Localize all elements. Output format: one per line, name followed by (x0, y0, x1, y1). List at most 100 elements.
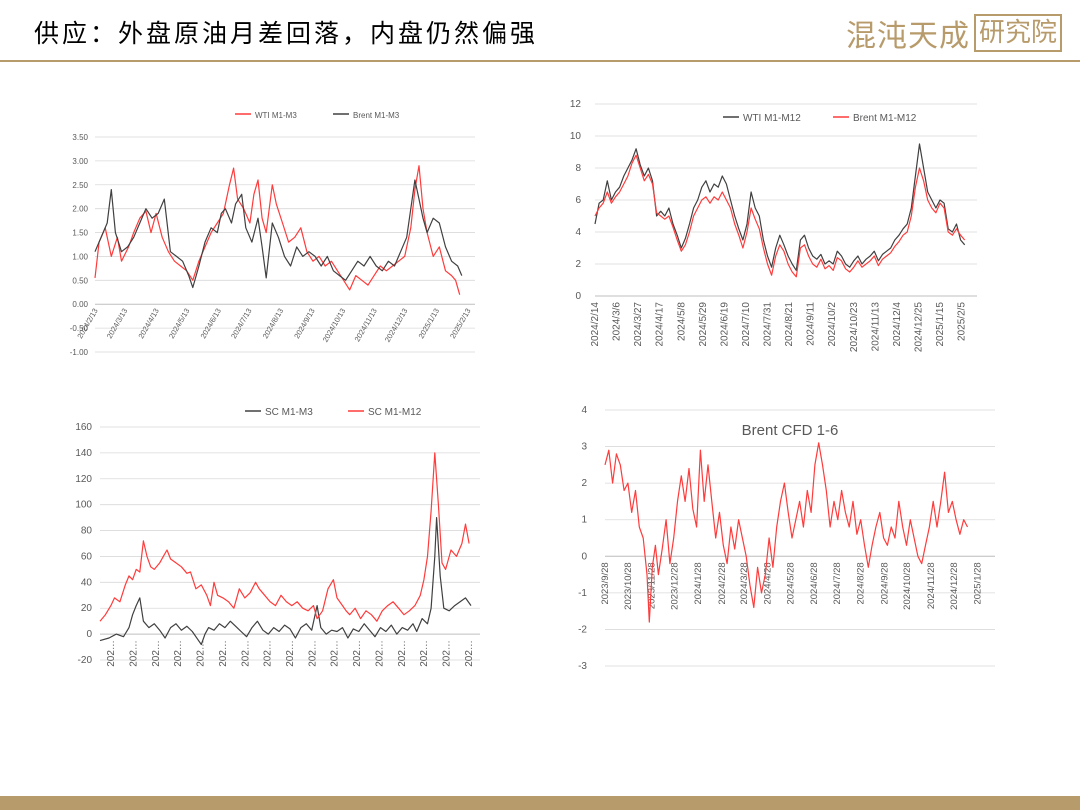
page-title: 供应：外盘原油月差回落，内盘仍然偏强 (34, 19, 539, 48)
y-tick-label: 12 (570, 99, 582, 110)
y-tick-label: 3.00 (72, 157, 88, 166)
legend-label: SC M1-M12 (368, 407, 422, 418)
x-tick-label: 2024/5/29 (698, 302, 709, 347)
x-tick-label: 2024/7/28 (832, 562, 843, 604)
y-tick-label: 8 (575, 163, 581, 174)
x-tick-label: 2023/12/28 (669, 562, 680, 610)
x-tick-label: 2024/10/23 (849, 302, 860, 352)
x-tick-label: 2023/9/28 (600, 562, 611, 604)
legend-label: WTI M1-M3 (255, 111, 297, 120)
y-tick-label: 3.50 (72, 133, 88, 142)
x-tick-label: 202… (307, 640, 318, 667)
series-line-sc-m1-m3 (99, 517, 472, 646)
x-tick-label: 202… (106, 640, 117, 667)
series-line-brent-cfd (604, 442, 969, 623)
y-tick-label: 0 (575, 291, 581, 302)
legend-label: Brent M1-M3 (353, 111, 400, 120)
x-tick-label: 2024/5/8 (676, 302, 687, 341)
y-tick-label: 2 (581, 478, 587, 489)
x-tick-label: 202… (196, 640, 207, 667)
series-line-brent-m1-m3 (94, 179, 463, 289)
x-tick-label: 2025/2/5 (957, 302, 968, 341)
y-tick-label: 10 (570, 131, 582, 142)
y-tick-label: 4 (581, 405, 587, 416)
x-tick-label: 2024/10/13 (321, 307, 348, 344)
x-tick-label: 2024/3/13 (105, 307, 129, 340)
x-tick-label: 2024/10/28 (902, 562, 913, 610)
x-tick-label: 2024/11/13 (353, 307, 379, 344)
logo-brand-text: 混沌天成 (846, 19, 970, 54)
x-tick-label: 202… (352, 640, 363, 667)
x-tick-label: 2024/10/2 (827, 302, 838, 347)
x-tick-label: 202… (173, 640, 184, 667)
x-tick-label: 2024/5/28 (785, 562, 796, 604)
x-tick-label: 202… (285, 640, 296, 667)
y-tick-label: 1.00 (72, 252, 88, 261)
x-tick-label: 2025/1/15 (935, 302, 946, 347)
chart-sc-spreads: 160 140 120 100 80 60 40 20 0 -20 202… 202… 202… 202…… (75, 407, 480, 667)
y-tick-label: -1.00 (70, 348, 89, 357)
y-tick-label: 0.00 (72, 300, 88, 309)
series-line-wti-m1-m12 (594, 143, 966, 271)
y-tick-label: 40 (81, 577, 93, 588)
x-tick-label: 2024/8/28 (856, 562, 867, 604)
x-tick-label: 2024/5/13 (167, 307, 191, 340)
y-tick-label: 80 (81, 526, 93, 537)
x-tick-label: 2024/4/28 (763, 562, 774, 604)
chart-wti-brent-m1-m3: 3.50 3.00 2.50 2.00 1.50 1.00 0.50 0.00 -0.50 -1.… (70, 111, 475, 357)
y-tick-label: 140 (75, 448, 92, 459)
y-tick-label: 160 (75, 422, 92, 433)
y-tick-label: 0 (86, 629, 92, 640)
x-tick-label: 202… (441, 640, 452, 667)
x-tick-label: 2024/3/27 (633, 302, 644, 347)
x-tick-label: 2024/12/28 (949, 562, 960, 610)
y-tick-label: 0 (581, 551, 587, 562)
y-tick-label: 3 (581, 442, 587, 453)
logo-box-text: 研究院 (974, 14, 1063, 52)
footer-bar (0, 796, 1080, 810)
y-tick-label: -3 (578, 661, 587, 672)
x-tick-label: 2024/12/4 (892, 302, 903, 347)
y-tick-label: 2.00 (72, 205, 88, 214)
x-tick-label: 202… (464, 640, 475, 667)
y-tick-label: 4 (575, 227, 581, 238)
x-tick-label: 2024/6/28 (809, 562, 820, 604)
header-divider (0, 60, 1080, 62)
brand-logo: 混沌天成 研究院 (846, 12, 1063, 54)
x-tick-label: 2024/8/21 (784, 302, 795, 347)
series-line-brent-m1-m12 (594, 154, 966, 278)
x-tick-label: 2024/9/13 (292, 307, 316, 340)
x-tick-label: 202… (419, 640, 430, 667)
y-tick-label: -1 (578, 588, 587, 599)
x-tick-label: 2024/7/31 (763, 302, 774, 347)
x-tick-label: 2024/11/28 (926, 562, 937, 609)
series-line-sc-m1-m12 (99, 452, 470, 622)
x-tick-label: 2025/2/13 (448, 307, 472, 340)
x-tick-label: 2023/10/28 (623, 562, 634, 610)
x-tick-label: 202… (240, 640, 251, 667)
x-tick-label: 202… (263, 640, 274, 667)
x-tick-label: 2024/2/14 (590, 302, 601, 347)
y-tick-label: 1.50 (72, 229, 88, 238)
x-tick-label: 202… (129, 640, 140, 667)
x-tick-label: 2024/3/28 (739, 562, 750, 604)
x-tick-label: 2024/2/28 (717, 562, 728, 604)
x-tick-label: 2024/12/25 (913, 302, 924, 352)
legend-label: Brent M1-M12 (853, 113, 917, 124)
y-tick-label: 2 (575, 259, 581, 270)
y-tick-label: 1 (581, 515, 587, 526)
x-tick-label: 2024/6/13 (199, 307, 223, 340)
x-tick-label: 2023/11/28 (647, 562, 658, 609)
y-tick-label: -2 (578, 624, 587, 635)
x-tick-label: 202… (397, 640, 408, 667)
y-tick-label: -0.50 (70, 324, 89, 333)
x-tick-label: 2024/6/19 (719, 302, 730, 347)
y-tick-label: 6 (575, 195, 581, 206)
x-tick-label: 2024/8/13 (261, 307, 285, 340)
x-tick-label: 2025/1/28 (972, 562, 983, 604)
chart-wti-brent-m1-m12: 12 10 8 6 4 2 0 2024/2/14 2024/3/6 2024/3/27 2024/… (570, 99, 977, 352)
x-tick-label: 2024/11/13 (870, 302, 881, 352)
y-tick-label: -20 (78, 655, 93, 666)
y-tick-label: 0.50 (72, 276, 88, 285)
legend-label: SC M1-M3 (265, 407, 313, 418)
